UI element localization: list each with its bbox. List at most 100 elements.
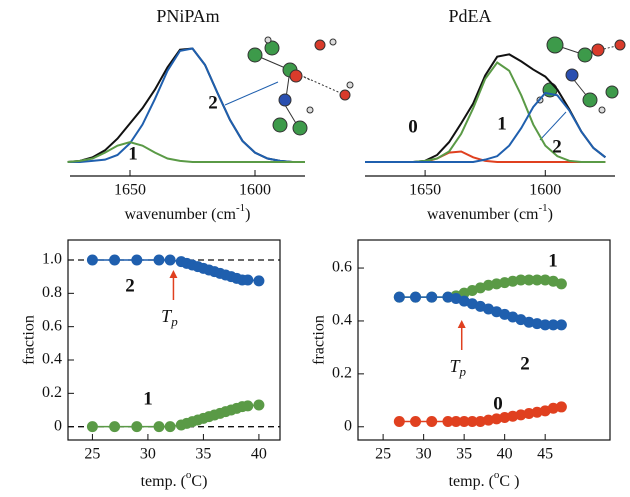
y-tick-label: 0 xyxy=(54,417,62,434)
atom xyxy=(247,47,263,63)
data-point xyxy=(393,291,405,303)
atom xyxy=(264,36,272,44)
series-label: 2 xyxy=(125,275,135,296)
leader-line xyxy=(224,81,279,106)
annotation-label: Tp xyxy=(449,356,466,379)
series-label: 2 xyxy=(208,92,218,113)
y-tick-label: 0.6 xyxy=(42,317,62,334)
annotation-subscript: p xyxy=(170,314,178,329)
data-point xyxy=(507,410,519,422)
data-point xyxy=(539,274,551,286)
atom xyxy=(329,38,337,46)
x-tick-label: 40 xyxy=(251,446,267,463)
annotation-text: T xyxy=(161,306,173,326)
data-point xyxy=(515,274,527,286)
atom xyxy=(314,39,326,51)
atom xyxy=(306,106,314,114)
arrow-head xyxy=(169,270,178,278)
data-point xyxy=(555,278,567,290)
chart-title: PNiPAm xyxy=(156,6,219,26)
x-label-tail: C ) xyxy=(499,473,519,490)
annotation-label: Tp xyxy=(161,306,178,329)
x-tick-label: 40 xyxy=(497,446,513,463)
x-tick-label: 25 xyxy=(84,446,100,463)
data-point xyxy=(109,421,121,433)
atom xyxy=(598,106,606,114)
data-point xyxy=(153,421,165,433)
atom xyxy=(605,85,619,99)
annotation-subscript: p xyxy=(458,364,466,379)
x-tick-label: 1600 xyxy=(239,182,271,199)
series-label: 0 xyxy=(493,393,503,414)
atom xyxy=(278,93,292,107)
data-point xyxy=(491,413,503,425)
x-axis-label: wavenumber (cm-1) xyxy=(427,202,553,223)
x-label-sup: o xyxy=(186,469,192,481)
y-tick-label: 0.4 xyxy=(332,312,352,329)
data-point xyxy=(499,412,511,424)
x-axis-label: wavenumber (cm-1) xyxy=(124,202,250,223)
x-axis-label: temp. (oC ) xyxy=(449,469,520,490)
atom xyxy=(264,40,280,56)
atom xyxy=(591,43,605,57)
data-point xyxy=(253,399,265,411)
x-label-tail: ) xyxy=(245,206,250,223)
series-line xyxy=(67,47,305,163)
series-label: 2 xyxy=(552,136,562,157)
x-axis-label: temp. (oC) xyxy=(141,469,208,490)
x-label-text: temp. ( xyxy=(449,473,494,490)
data-point xyxy=(164,254,176,266)
y-tick-label: 0.6 xyxy=(332,259,352,276)
annotation-arrow xyxy=(169,270,178,300)
y-tick-label: 0.2 xyxy=(332,365,352,382)
data-point xyxy=(426,291,438,303)
x-tick-label: 1650 xyxy=(409,182,441,199)
x-tick-label: 45 xyxy=(537,446,553,463)
x-tick-label: 35 xyxy=(195,446,211,463)
data-point xyxy=(482,279,494,291)
atom xyxy=(272,117,288,133)
data-point xyxy=(86,254,98,266)
series-label: 1 xyxy=(548,250,558,271)
atom xyxy=(565,68,579,82)
data-point xyxy=(531,274,543,286)
data-point xyxy=(523,274,535,286)
data-point xyxy=(109,254,121,266)
leader-line xyxy=(539,111,567,141)
data-point xyxy=(466,415,478,427)
y-axis-label: fraction xyxy=(311,315,328,365)
data-point xyxy=(531,318,543,330)
data-point xyxy=(450,415,462,427)
y-tick-label: 0.2 xyxy=(42,384,62,401)
data-point xyxy=(523,316,535,328)
data-point xyxy=(86,421,98,433)
data-point xyxy=(547,402,559,414)
atom xyxy=(546,36,564,54)
molecule-pdea xyxy=(536,36,626,114)
x-tick-label: 30 xyxy=(416,446,432,463)
x-tick-label: 25 xyxy=(375,446,391,463)
data-point xyxy=(253,275,265,287)
data-point xyxy=(242,400,254,412)
data-point xyxy=(131,421,143,433)
x-tick-label: 30 xyxy=(140,446,156,463)
atom xyxy=(292,120,308,136)
data-point xyxy=(474,415,486,427)
data-point xyxy=(131,254,143,266)
series-line xyxy=(67,141,305,163)
data-point xyxy=(491,278,503,290)
data-point xyxy=(442,415,454,427)
data-point xyxy=(482,414,494,426)
data-point xyxy=(499,277,511,289)
y-tick-label: 1.0 xyxy=(42,251,62,268)
plot-frame xyxy=(67,239,281,441)
atom xyxy=(577,47,593,63)
series-label: 1 xyxy=(143,388,153,409)
data-point xyxy=(442,291,454,303)
data-point xyxy=(164,421,176,433)
x-label-sup: -1 xyxy=(539,202,548,214)
data-point xyxy=(515,409,527,421)
data-point xyxy=(523,408,535,420)
series-line xyxy=(67,47,305,163)
